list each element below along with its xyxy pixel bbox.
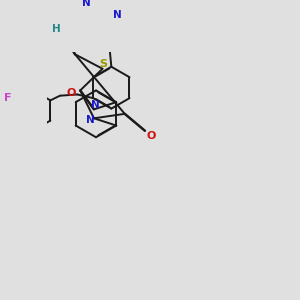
Text: N: N — [113, 10, 122, 20]
Text: N: N — [91, 100, 100, 110]
Text: S: S — [100, 59, 108, 69]
Text: N: N — [82, 0, 91, 8]
Text: O: O — [146, 131, 156, 141]
Text: N: N — [86, 115, 95, 124]
Text: F: F — [4, 93, 11, 103]
Text: H: H — [52, 24, 60, 34]
Text: O: O — [66, 88, 76, 98]
